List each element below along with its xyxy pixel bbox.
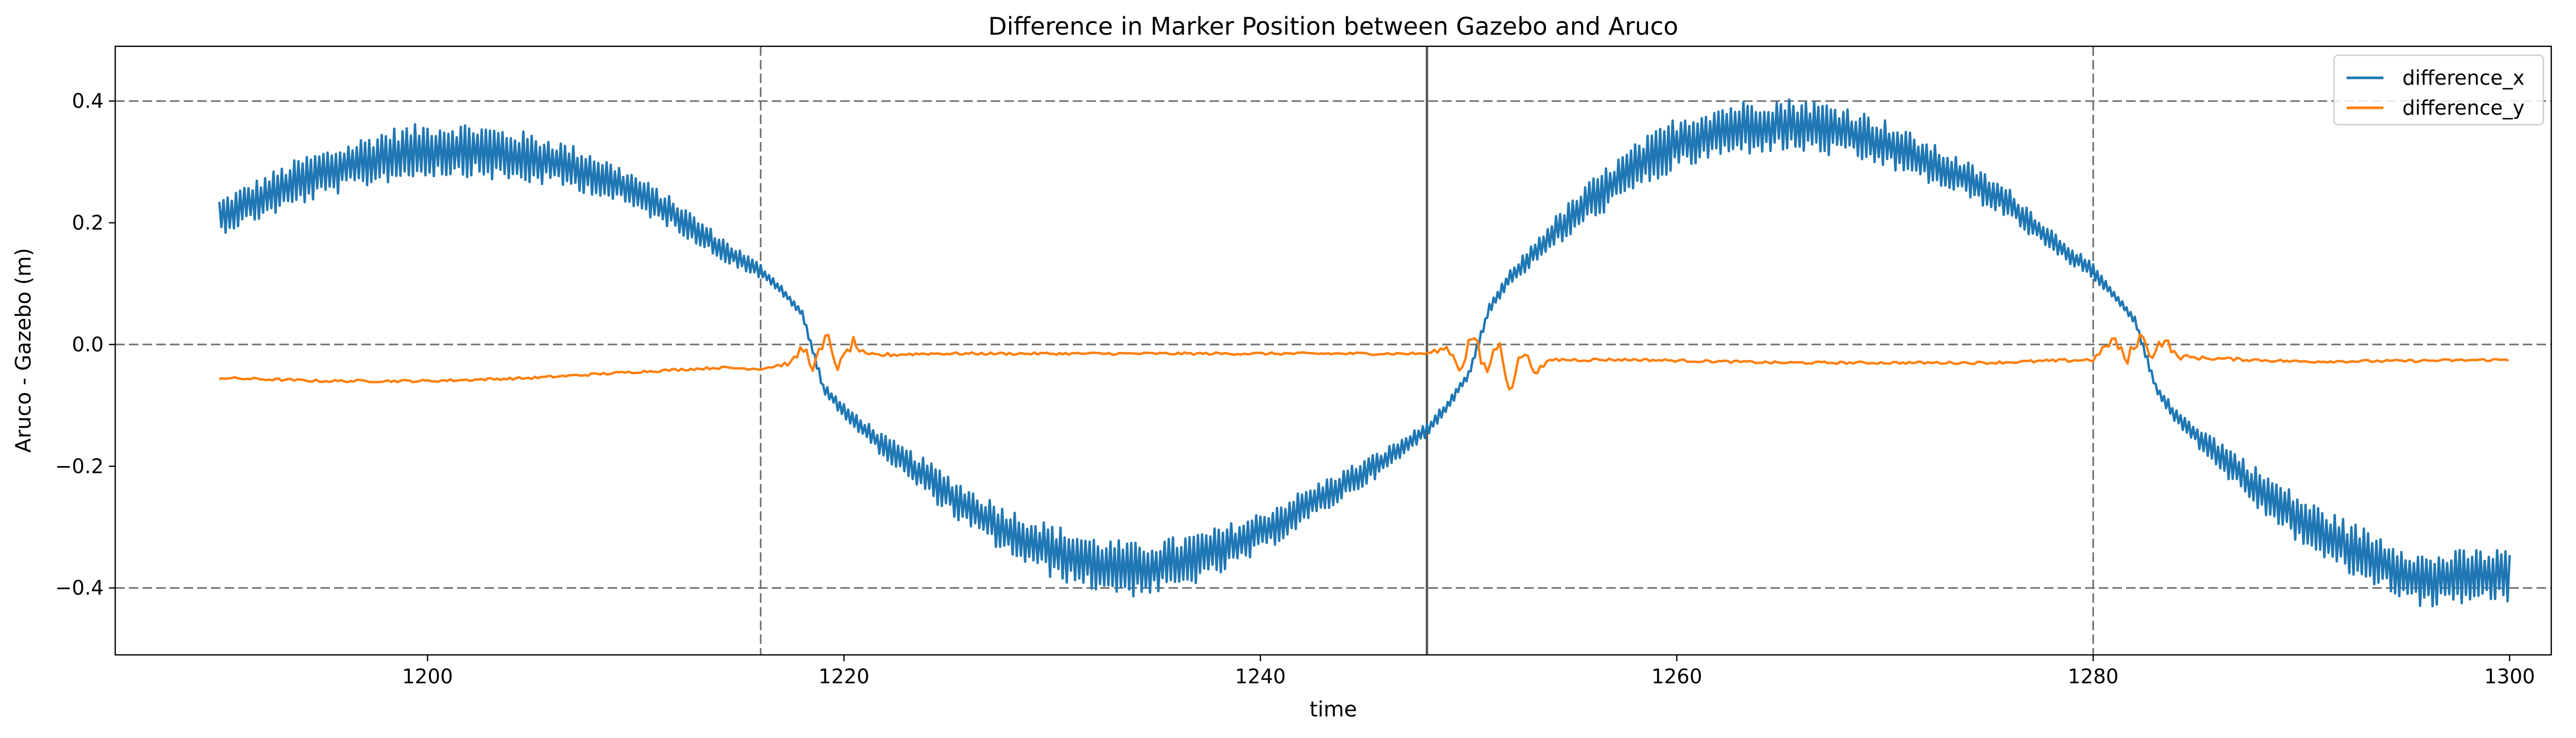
x-tick-label: 1280 bbox=[2068, 665, 2119, 688]
y-tick-label: 0.2 bbox=[72, 211, 104, 235]
plot-frame bbox=[114, 45, 2552, 656]
y-axis-label: Aruco - Gazebo (m) bbox=[12, 248, 36, 452]
series-layer bbox=[218, 98, 2511, 608]
x-tick-label: 1200 bbox=[402, 665, 453, 688]
legend-label-difference-y: difference_y bbox=[2402, 96, 2524, 119]
legend-box bbox=[2333, 54, 2544, 126]
x-tick-label: 1220 bbox=[819, 665, 870, 688]
y-tick-label: −0.2 bbox=[55, 454, 104, 478]
y-tick-label: −0.4 bbox=[55, 577, 104, 600]
x-tick-label: 1240 bbox=[1235, 665, 1286, 688]
y-axis: −0.4 −0.2 0.0 0.2 0.4 bbox=[55, 89, 115, 600]
y-tick-label: 0.4 bbox=[72, 89, 104, 113]
x-axis-label: time bbox=[1310, 697, 1357, 722]
x-axis: 1200 1220 1240 1260 1280 1300 bbox=[402, 655, 2535, 688]
x-tick-label: 1300 bbox=[2484, 665, 2535, 688]
legend-label-difference-x: difference_x bbox=[2402, 66, 2524, 89]
legend: difference_x difference_y bbox=[2333, 54, 2544, 126]
series-line-difference-y bbox=[219, 333, 2509, 391]
y-tick-label: 0.0 bbox=[72, 333, 104, 356]
series-line-difference-x bbox=[218, 98, 2511, 608]
x-tick-label: 1260 bbox=[1652, 665, 1703, 688]
chart-title: Difference in Marker Position between Ga… bbox=[988, 12, 1678, 41]
